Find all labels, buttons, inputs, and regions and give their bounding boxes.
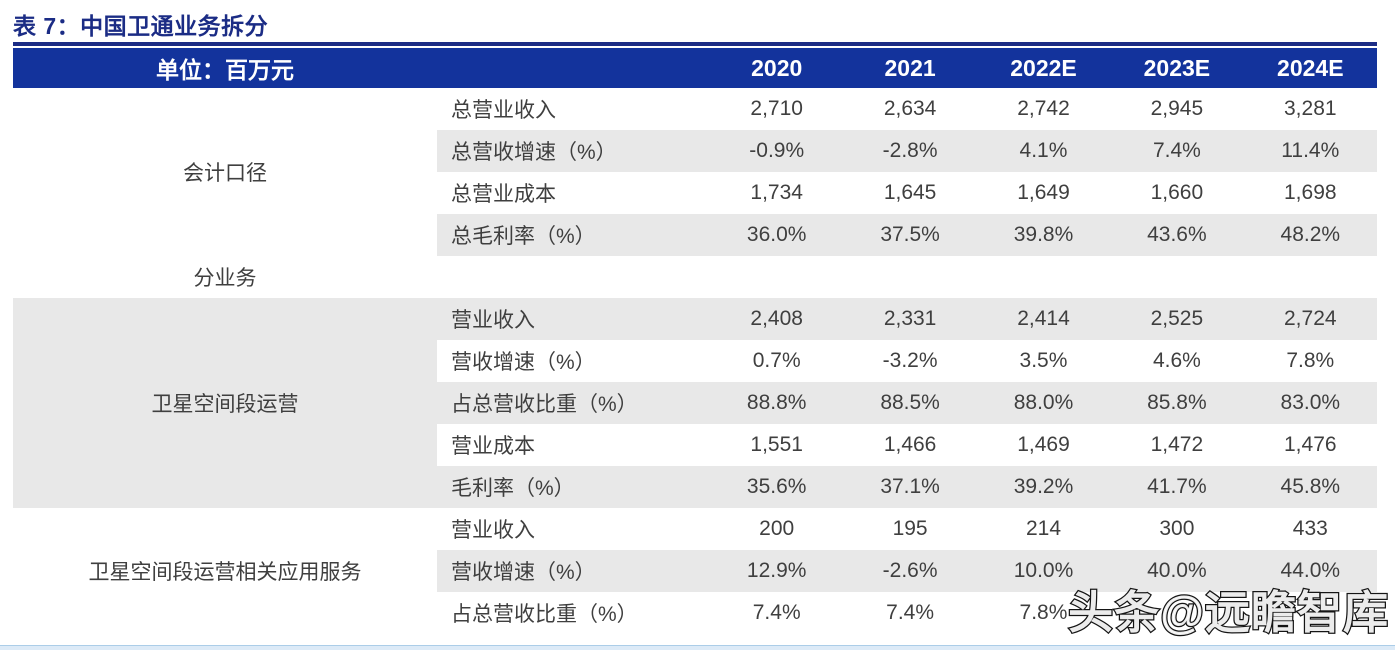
group-label: 卫星空间段运营: [13, 298, 437, 508]
value-cell: [976, 256, 1111, 298]
title-rule: [13, 42, 1377, 46]
value-cell: 3.5%: [976, 340, 1111, 382]
value-cell: 1,660: [1110, 172, 1244, 214]
value-cell: [1110, 256, 1244, 298]
value-cell: 43.6%: [1110, 214, 1244, 256]
value-cell: -2.6%: [843, 550, 977, 592]
value-cell: 88.5%: [843, 382, 977, 424]
value-cell: 433: [1243, 508, 1377, 550]
value-cell: 4.6%: [1110, 340, 1244, 382]
header-spacer: [437, 48, 710, 88]
metric-label: 总营业成本: [437, 172, 710, 214]
metric-label: 营收增速（%）: [437, 550, 710, 592]
value-cell: 41.7%: [1110, 466, 1244, 508]
value-cell: [1243, 592, 1377, 634]
value-cell: 1,476: [1243, 424, 1377, 466]
metric-label: 总毛利率（%）: [437, 214, 710, 256]
value-cell: 1,551: [710, 424, 844, 466]
value-cell: 3,281: [1243, 88, 1377, 130]
value-cell: -0.9%: [710, 130, 844, 172]
value-cell: 7.8%: [976, 592, 1111, 634]
value-cell: 48.2%: [1243, 214, 1377, 256]
year-header-2020: 2020: [710, 48, 844, 88]
value-cell: 7.4%: [843, 592, 977, 634]
value-cell: 11.4%: [1243, 130, 1377, 172]
value-cell: 2,945: [1110, 88, 1244, 130]
unit-header: 单位：百万元: [13, 48, 437, 88]
metric-label: 毛利率（%）: [437, 466, 710, 508]
value-cell: 1,469: [976, 424, 1111, 466]
value-cell: 2,331: [843, 298, 977, 340]
value-cell: 88.0%: [976, 382, 1111, 424]
value-cell: 85.8%: [1110, 382, 1244, 424]
value-cell: 45.8%: [1243, 466, 1377, 508]
value-cell: [1110, 592, 1244, 634]
year-header-2024e: 2024E: [1243, 48, 1377, 88]
value-cell: 36.0%: [710, 214, 844, 256]
value-cell: 2,525: [1110, 298, 1244, 340]
value-cell: -2.8%: [843, 130, 977, 172]
value-cell: 195: [843, 508, 977, 550]
value-cell: 200: [710, 508, 844, 550]
value-cell: [843, 256, 977, 298]
value-cell: 83.0%: [1243, 382, 1377, 424]
metric-label: 营业成本: [437, 424, 710, 466]
group-label: 卫星空间段运营相关应用服务: [13, 508, 437, 634]
value-cell: 1,698: [1243, 172, 1377, 214]
table-title: 表 7：中国卫通业务拆分: [13, 13, 269, 39]
value-cell: 1,734: [710, 172, 844, 214]
value-cell: 39.8%: [976, 214, 1111, 256]
metric-label: 营业收入: [437, 298, 710, 340]
value-cell: 7.4%: [1110, 130, 1244, 172]
metric-label: 总营收增速（%）: [437, 130, 710, 172]
value-cell: 2,634: [843, 88, 977, 130]
group-label: 分业务: [13, 256, 437, 298]
value-cell: 7.8%: [1243, 340, 1377, 382]
metric-label: 营收增速（%）: [437, 340, 710, 382]
group-label: 会计口径: [13, 88, 437, 256]
business-breakdown-table: 单位：百万元 2020 2021 2022E 2023E 2024E 会计口径 总营业收入 2,…: [13, 48, 1377, 634]
value-cell: [1243, 256, 1377, 298]
metric-label: [437, 256, 710, 298]
value-cell: 2,408: [710, 298, 844, 340]
value-cell: 300: [1110, 508, 1244, 550]
year-header-2021: 2021: [843, 48, 977, 88]
metric-label: 营业收入: [437, 508, 710, 550]
metric-label: 占总营收比重（%）: [437, 382, 710, 424]
year-header-2022e: 2022E: [976, 48, 1111, 88]
value-cell: 37.5%: [843, 214, 977, 256]
value-cell: 2,742: [976, 88, 1111, 130]
value-cell: 214: [976, 508, 1111, 550]
value-cell: 12.9%: [710, 550, 844, 592]
year-header-2023e: 2023E: [1110, 48, 1244, 88]
value-cell: 37.1%: [843, 466, 977, 508]
value-cell: -3.2%: [843, 340, 977, 382]
metric-label: 总营业收入: [437, 88, 710, 130]
value-cell: 2,710: [710, 88, 844, 130]
value-cell: [710, 256, 844, 298]
value-cell: 1,466: [843, 424, 977, 466]
value-cell: 0.7%: [710, 340, 844, 382]
watermark: 头条@远瞻智库: [1067, 586, 1389, 640]
value-cell: 1,649: [976, 172, 1111, 214]
value-cell: 39.2%: [976, 466, 1111, 508]
value-cell: 88.8%: [710, 382, 844, 424]
bottom-accent-bar: [0, 645, 1395, 650]
value-cell: 10.0%: [976, 550, 1111, 592]
value-cell: 35.6%: [710, 466, 844, 508]
value-cell: 1,645: [843, 172, 977, 214]
metric-label: 占总营收比重（%）: [437, 592, 710, 634]
value-cell: 4.1%: [976, 130, 1111, 172]
value-cell: 44.0%: [1243, 550, 1377, 592]
value-cell: 1,472: [1110, 424, 1244, 466]
value-cell: 2,724: [1243, 298, 1377, 340]
value-cell: 40.0%: [1110, 550, 1244, 592]
value-cell: 7.4%: [710, 592, 844, 634]
value-cell: 2,414: [976, 298, 1111, 340]
